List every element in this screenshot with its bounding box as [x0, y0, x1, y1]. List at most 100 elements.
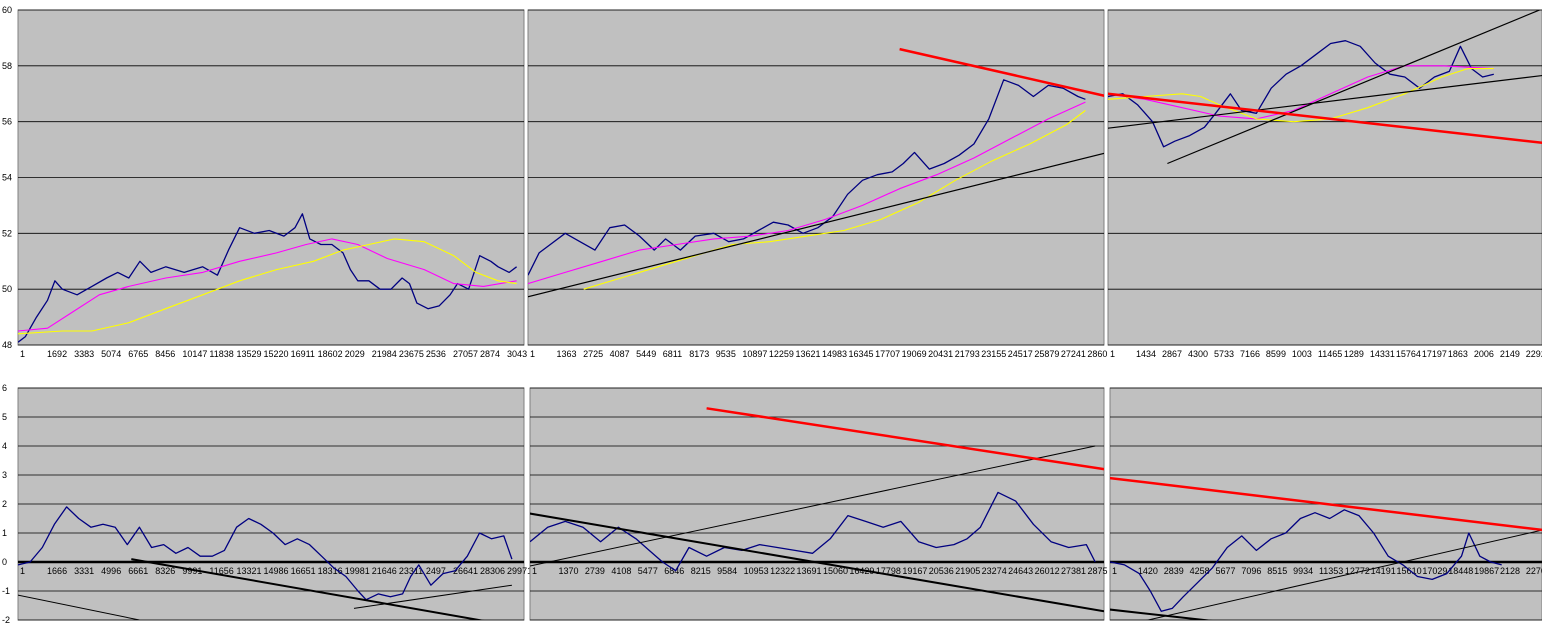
x-tick-label: 13691	[797, 566, 822, 576]
series-trendline-black	[530, 445, 1096, 567]
x-tick-label: 8456	[155, 349, 175, 359]
y-tick-label: -1	[2, 586, 10, 596]
x-tick-label: 4087	[610, 349, 630, 359]
x-tick-label: 20431	[928, 349, 953, 359]
x-tick-label: 1	[20, 349, 25, 359]
y-tick-label: 4	[2, 441, 7, 451]
y-tick-label: 1	[2, 528, 7, 538]
series-trendline-black	[18, 594, 140, 620]
panel-top-left: 48 50 52 54 56 58 60 1 1692 3383 5074 6765 8456 10147…	[2, 5, 527, 359]
x-tick-label: 4108	[611, 566, 631, 576]
x-tick-label: 15764	[1396, 349, 1421, 359]
y-tick-label: 6	[2, 383, 7, 393]
panel-bottom-middle: 1 1370 2739 4108 5477 6846 8215 9584 10953 12322 1…	[529, 387, 1108, 621]
x-tick-label: 1003	[1292, 349, 1312, 359]
series-fast-ma	[528, 101, 1086, 285]
y-tick-label: 48	[2, 340, 12, 350]
x-tick-label: 2839	[1164, 566, 1184, 576]
x-tick-label: 27057	[453, 349, 478, 359]
x-tick-label: 1	[1110, 349, 1115, 359]
series-price	[18, 213, 517, 343]
x-tick-label: 1863	[1448, 349, 1468, 359]
panel-bottom-left: -2 -1 0 1 2 3 4 5 6 1 1666 3331 4996 6661 8326 9991 1165…	[2, 383, 532, 625]
x-tick-label: 3043	[507, 349, 527, 359]
x-tick-label: 2497	[426, 566, 446, 576]
x-tick-label: 20536	[929, 566, 954, 576]
x-tick-label: 11656	[209, 566, 233, 576]
x-tick-label: 2006	[1474, 349, 1494, 359]
series-group	[528, 47, 1104, 298]
x-tick-label: 1370	[558, 566, 578, 576]
x-tick-label: 10147	[182, 349, 207, 359]
x-tick-label: 2874	[480, 349, 500, 359]
panel-bottom-right: 1 1420 2839 4258 5677 7096 8515 9934 11353 12772 1…	[1109, 387, 1542, 621]
series-trendline-black	[353, 584, 512, 609]
x-tick-label: 5449	[636, 349, 656, 359]
series-slow-ma	[18, 238, 517, 335]
series-group	[530, 407, 1104, 613]
x-tick-label: 3383	[74, 349, 94, 359]
x-tick-label: 11838	[209, 349, 233, 359]
x-tick-label: 9535	[716, 349, 736, 359]
series-fast-ma	[18, 238, 517, 332]
series-group	[18, 506, 513, 620]
x-tick-label: 19867	[1474, 566, 1499, 576]
series-fast-ma	[1108, 65, 1494, 120]
x-tick-label: 1	[530, 349, 535, 359]
x-tick-label: 23155	[981, 349, 1006, 359]
series-trendline-black	[131, 558, 485, 620]
x-tick-label: 18448	[1448, 566, 1473, 576]
x-tick-label: 19167	[902, 566, 927, 576]
x-tick-label: 1	[532, 566, 537, 576]
x-tick-label: 17798	[876, 566, 901, 576]
series-oscillator	[18, 506, 513, 601]
y-tick-label: 60	[2, 5, 12, 15]
x-tick-label: 13621	[795, 349, 820, 359]
x-tick-label: 23675	[399, 349, 424, 359]
x-tick-label: 2725	[583, 349, 603, 359]
series-trendline-red	[1110, 476, 1542, 532]
x-tick-label: 1363	[557, 349, 577, 359]
x-tick-label: 2867	[1162, 349, 1182, 359]
series-price	[528, 79, 1086, 276]
x-tick-label: 5733	[1214, 349, 1234, 359]
x-tick-label: 9934	[1293, 566, 1313, 576]
x-tick-label: 27381	[1061, 566, 1086, 576]
x-tick-label: 3331	[74, 566, 94, 576]
x-tick-label: 8515	[1267, 566, 1287, 576]
x-tick-label: 8173	[689, 349, 709, 359]
x-tick-label: 14986	[264, 566, 289, 576]
y-tick-label: 2	[2, 499, 7, 509]
x-tick-label: 7166	[1240, 349, 1260, 359]
x-tick-label: 7096	[1241, 566, 1261, 576]
series-trendline-red	[706, 407, 1104, 471]
series-slow-ma	[583, 110, 1086, 290]
x-tick-label: 21984	[372, 349, 397, 359]
x-tick-label: 21793	[955, 349, 980, 359]
x-tick-label: 25879	[1034, 349, 1059, 359]
x-tick-label: 4996	[101, 566, 121, 576]
x-tick-label: 11465	[1318, 349, 1342, 359]
x-tick-label: 14983	[822, 349, 847, 359]
x-tick-label: 5074	[101, 349, 121, 359]
x-tick-label: 4300	[1188, 349, 1208, 359]
x-tick-label: 14331	[1370, 349, 1395, 359]
x-tick-label: 24643	[1008, 566, 1033, 576]
x-tick-label: 2128	[1500, 566, 1520, 576]
x-tick-label: 6661	[128, 566, 148, 576]
series-price	[1108, 40, 1494, 148]
x-tick-label: 11353	[1319, 566, 1343, 576]
x-tick-label: 9991	[182, 566, 202, 576]
x-tick-label: 2292	[1526, 349, 1542, 359]
x-tick-label: 21905	[955, 566, 980, 576]
x-tick-label: 13321	[236, 566, 261, 576]
series-trendline-black	[1110, 608, 1214, 620]
series-group	[18, 213, 517, 343]
x-tick-label: 17029	[1422, 566, 1447, 576]
x-tick-label: 8215	[691, 566, 711, 576]
x-tick-label: 1434	[1136, 349, 1156, 359]
x-tick-label: 4258	[1190, 566, 1210, 576]
x-tick-label: 1289	[1344, 349, 1364, 359]
y-tick-label: 3	[2, 470, 7, 480]
panel-top-middle: 1 1363 2725 4087 5449 6811 8173 9535 10897 12259 1…	[527, 9, 1107, 359]
